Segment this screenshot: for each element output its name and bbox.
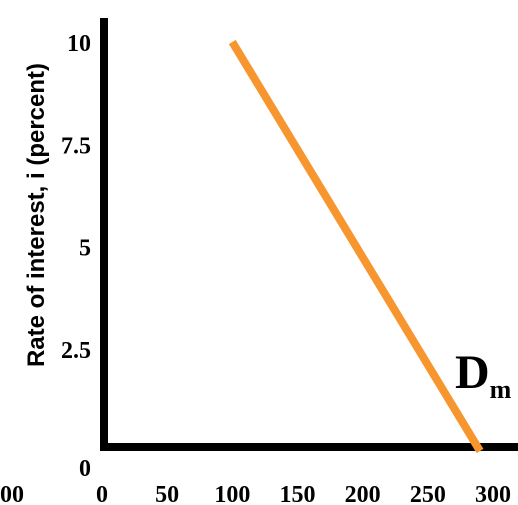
curve-label-subscript: m [490,375,512,404]
demand-curve-line-0 [228,39,484,454]
x-tick-label-200: 200 [345,482,381,505]
axes [100,18,518,451]
curve-label-main: D [455,346,490,399]
y-tick-label-0: 0 [79,456,91,482]
series-layer [228,39,484,454]
y-tick-label-2.5: 2.5 [61,338,91,364]
left-clipped-label: 00 [0,482,24,505]
x-tick-label-100: 100 [214,482,250,505]
x-tick-label-0: 0 [96,482,108,505]
y-tick-label-10: 10 [67,31,91,57]
x-tick-label-50: 50 [155,482,179,505]
x-tick-label-300: 300 [475,482,511,505]
curve-label-dm: Dm [455,346,512,404]
y-axis-label: Rate of interest, i (percent) [23,63,50,367]
x-tick-label-250: 250 [410,482,446,505]
y-tick-labels: 0 2.5 5 7.5 10 [61,31,91,482]
x-tick-label-150: 150 [280,482,316,505]
x-tick-labels: 0 50 100 150 200 250 300 [96,482,511,505]
y-tick-label-5: 5 [79,236,91,262]
y-tick-label-7.5: 7.5 [61,133,91,159]
